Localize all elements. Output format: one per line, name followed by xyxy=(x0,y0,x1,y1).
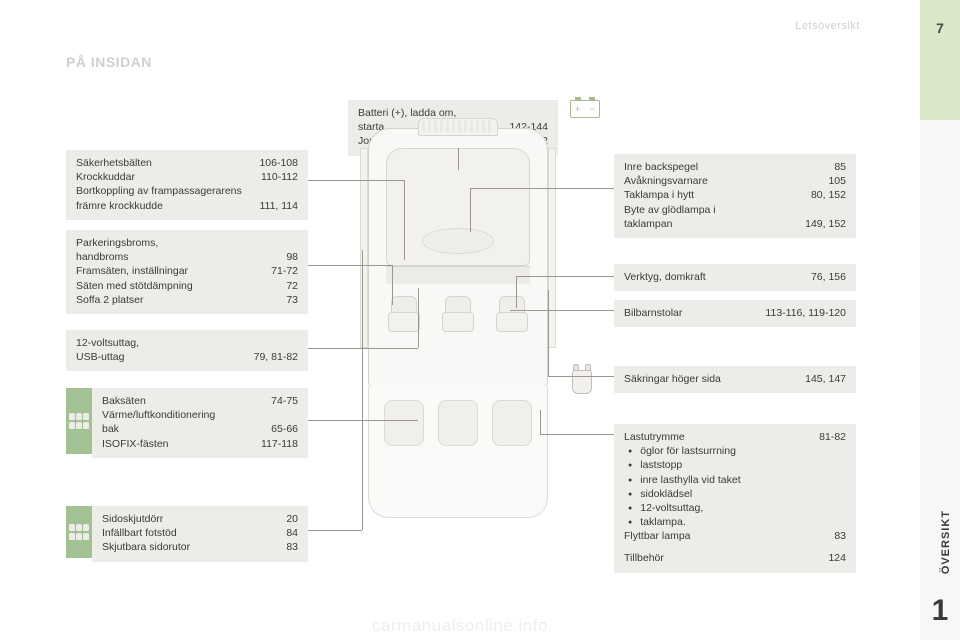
rear-seats-icon xyxy=(66,388,92,454)
page: Letsöversikt PÅ INSIDAN +− Batteri (+), … xyxy=(0,0,920,640)
bullet: laststopp xyxy=(628,458,846,472)
box-rearseats: Baksäten74-75 Värme/luftkonditionering b… xyxy=(92,388,308,458)
fuse-icon xyxy=(570,364,594,394)
door-icon xyxy=(66,506,92,558)
box-parking: Parkeringsbroms, handbroms98 Framsäten, … xyxy=(66,230,308,314)
box-tools: Verktyg, domkraft76, 156 xyxy=(614,264,856,291)
box-loadspace: Lastutrymme81-82 öglor för lastsurrning … xyxy=(614,424,856,573)
vehicle-diagram xyxy=(362,118,554,520)
bullet: 12-voltsuttag, xyxy=(628,501,846,515)
section-label: ÖVERSIKT xyxy=(940,510,952,574)
section-tab xyxy=(920,0,960,120)
box-power: 12-voltsuttag, USB-uttag79, 81-82 xyxy=(66,330,308,371)
battery-icon: +− xyxy=(570,100,600,118)
category-label: Letsöversikt xyxy=(795,20,860,32)
bullet: sidoklädsel xyxy=(628,487,846,501)
box-door: Sidoskjutdörr20 Infällbart fotstöd84 Skj… xyxy=(92,506,308,562)
bullet: taklampa. xyxy=(628,515,846,529)
watermark: carmanualsonline.info xyxy=(372,616,548,636)
chapter-number: 1 xyxy=(920,594,960,628)
bullet: öglor för lastsurrning xyxy=(628,444,846,458)
page-heading: PÅ INSIDAN xyxy=(66,54,152,70)
box-fuses: Säkringar höger sida145, 147 xyxy=(614,366,856,393)
box-safety: Säkerhetsbälten106-108 Krockkuddar110-11… xyxy=(66,150,308,220)
bullet: inre lasthylla vid taket xyxy=(628,473,846,487)
page-number: 7 xyxy=(920,20,960,36)
box-childseats: Bilbarnstolar113-116, 119-120 xyxy=(614,300,856,327)
box-mirror: Inre backspegel85 Avåkningsvarnare105 Ta… xyxy=(614,154,856,238)
